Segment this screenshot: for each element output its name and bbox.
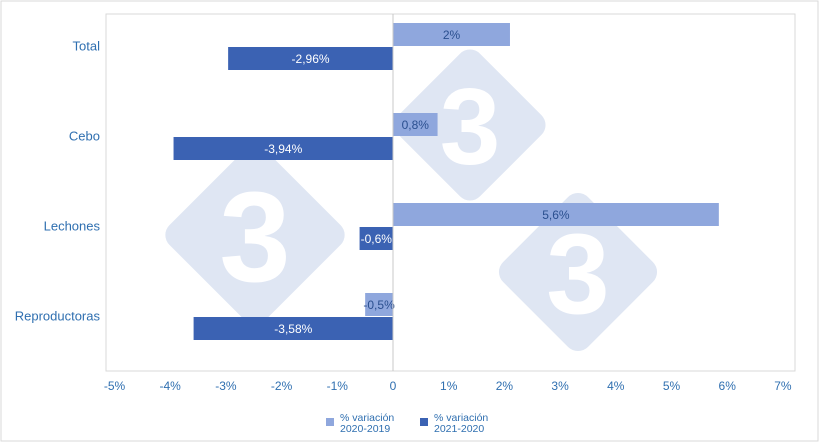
x-tick-label: 4% — [607, 379, 625, 393]
x-tick-label: -1% — [327, 379, 349, 393]
bar-2020-2019 — [393, 203, 719, 226]
data-label: -2,96% — [292, 52, 330, 66]
watermark-logo: 33 3 — [165, 49, 658, 352]
bar-2020-2019 — [393, 23, 510, 46]
x-tick-label: 5% — [663, 379, 681, 393]
bar-2021-2020 — [359, 227, 393, 250]
x-tick-label: 1% — [440, 379, 458, 393]
data-label: 2% — [443, 28, 461, 42]
watermark-diamond: 3 — [394, 49, 546, 201]
legend-label: 2021-2020 — [434, 423, 484, 435]
bar-2020-2019 — [365, 293, 393, 316]
plot-area-frame — [105, 13, 796, 372]
data-label: 0,8% — [402, 118, 430, 132]
bar-2020-2019 — [393, 113, 438, 136]
watermark-diamond: 3 — [498, 192, 658, 352]
legend-label: 2020-2019 — [340, 423, 390, 435]
x-tick-label: -5% — [104, 379, 126, 393]
watermark-glyph: 3 — [219, 166, 290, 309]
bar-2021-2020 — [173, 137, 393, 160]
category-label: Total — [73, 39, 101, 54]
x-tick-label: -3% — [215, 379, 237, 393]
legend-label: % variación — [434, 412, 488, 424]
x-tick-label: 3% — [551, 379, 569, 393]
watermark-diamond: 3 — [165, 145, 345, 325]
category-label: Lechones — [44, 219, 101, 234]
data-label: 5,6% — [542, 208, 570, 222]
x-tick-label: -4% — [160, 379, 182, 393]
x-tick-label: 2% — [496, 379, 514, 393]
legend-label: % variación — [340, 412, 394, 424]
bar-2021-2020 — [193, 317, 393, 340]
x-tick-label: 0 — [390, 379, 397, 393]
x-tick-label: 6% — [719, 379, 737, 393]
data-label: -0,6% — [361, 232, 393, 246]
watermark-glyph: 3 — [546, 211, 609, 338]
x-tick-label: 7% — [774, 379, 792, 393]
category-label: Cebo — [69, 129, 100, 144]
data-label: -3,58% — [274, 322, 312, 336]
data-label: -0,5% — [363, 298, 395, 312]
x-tick-label: -2% — [271, 379, 293, 393]
category-label: Reproductoras — [15, 309, 101, 324]
watermark-glyph: 3 — [440, 66, 501, 188]
legend-swatch — [420, 418, 428, 426]
data-label: -3,94% — [264, 142, 302, 156]
legend-swatch — [326, 418, 334, 426]
bar-2021-2020 — [228, 47, 393, 70]
